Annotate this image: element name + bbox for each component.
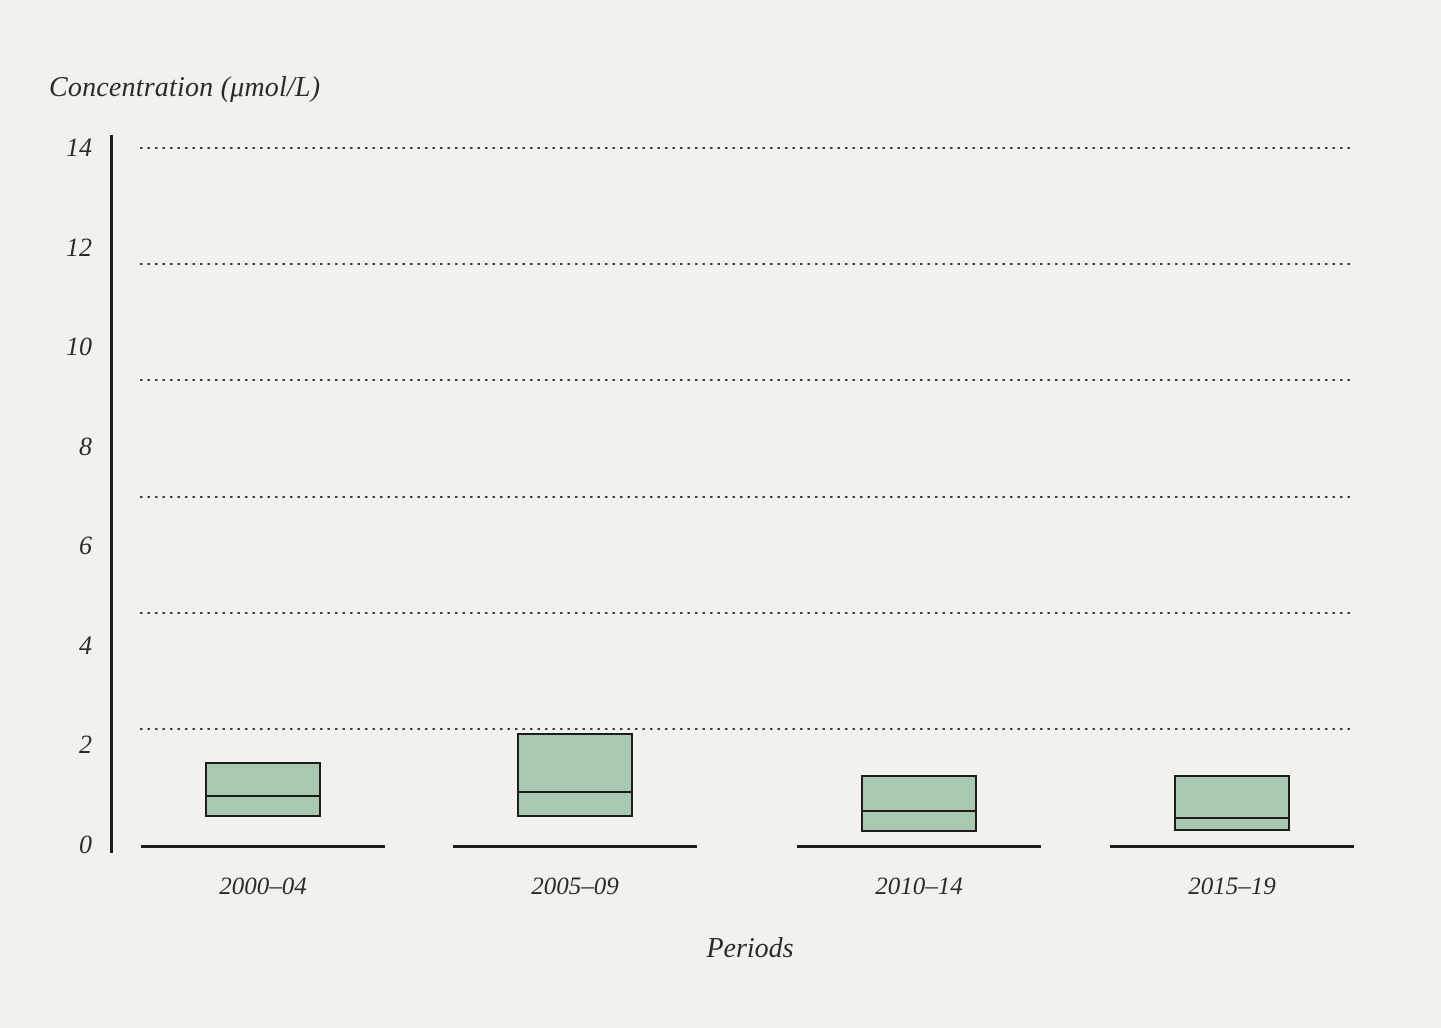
x-tick-label: 2010–14 (875, 873, 963, 900)
y-tick-label: 6 (79, 531, 92, 561)
box-2015–19 (1174, 775, 1290, 832)
box-2000–04 (205, 761, 321, 817)
y-tick-label: 10 (66, 332, 92, 362)
y-axis-title: Concentration (μmol/L) (49, 72, 321, 103)
median-line (518, 791, 632, 794)
x-axis-baseline-segment (797, 845, 1041, 848)
y-tick-label: 8 (79, 431, 92, 461)
dotted-gridline (140, 379, 1355, 382)
y-tick-label: 4 (79, 630, 92, 660)
x-tick-label: 2005–09 (531, 873, 619, 900)
x-tick-label: 2015–19 (1188, 873, 1276, 900)
box-2005–09 (517, 732, 633, 817)
median-line (206, 795, 320, 798)
dotted-gridline (140, 495, 1355, 498)
x-tick-label: 2000–04 (219, 873, 307, 900)
dotted-gridline (140, 147, 1355, 149)
dotted-gridline (140, 611, 1355, 614)
median-line (1175, 816, 1289, 819)
x-axis-baseline-segment (453, 845, 697, 848)
x-axis-baseline-segment (1110, 845, 1354, 848)
dotted-gridline (140, 263, 1355, 265)
x-axis-title: Periods (706, 933, 794, 964)
y-tick-label: 14 (66, 133, 92, 162)
box-2010–14 (861, 775, 977, 832)
x-axis-baseline-segment (141, 845, 385, 848)
dotted-gridline (140, 727, 1355, 730)
median-line (862, 809, 976, 812)
y-tick-label: 12 (66, 232, 92, 262)
y-axis-line (110, 135, 113, 853)
y-tick-label: 2 (79, 730, 92, 760)
y-tick-label: 0 (79, 830, 92, 859)
